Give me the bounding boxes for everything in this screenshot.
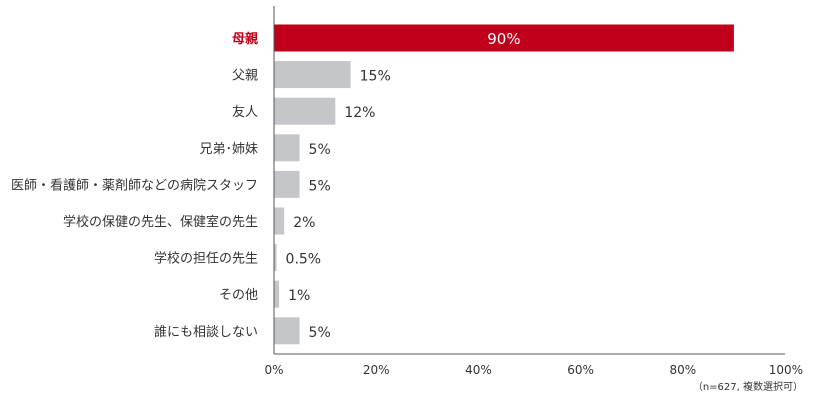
category-label-4: 医師・看護師・薬剤師などの病院スタッフ (11, 177, 258, 193)
bar-1 (274, 61, 351, 89)
category-label-7: その他 (219, 288, 258, 303)
x-tick-label-0: 0% (264, 363, 283, 377)
x-tick-label-2: 40% (465, 363, 492, 377)
bar-5 (274, 207, 285, 235)
category-label-3: 兄弟･姉妹 (199, 142, 258, 157)
x-tick-label-1: 20% (363, 363, 390, 377)
category-label-8: 誰にも相談しない (154, 324, 258, 340)
bar-0 (274, 24, 734, 52)
category-label-0: 母親 (232, 31, 258, 47)
bar-7 (274, 280, 280, 308)
category-label-1: 父親 (232, 69, 258, 84)
value-label-5: 2% (293, 215, 315, 231)
category-label-2: 友人 (232, 104, 258, 120)
value-label-6: 0.5% (286, 252, 322, 268)
value-label-2: 12% (344, 105, 375, 121)
x-tick-label-3: 60% (567, 363, 594, 377)
x-tick-label-5: 100% (769, 363, 803, 377)
category-label-5: 学校の保健の先生、保健室の先生 (63, 214, 258, 230)
x-tick-labels-group: 0% 20% 40% 60% 80% 100% (264, 363, 803, 377)
bar-3 (274, 134, 300, 162)
bars-group (274, 24, 734, 345)
sample-note: （n=627, 複数選択可） (693, 380, 803, 393)
value-labels-group: 90% 15% 12% 5% 5% 2% 0.5% 1% 5% (286, 30, 521, 341)
value-label-8: 5% (309, 325, 331, 341)
bar-8 (274, 317, 300, 345)
x-tick-label-4: 80% (669, 363, 696, 377)
value-label-4: 5% (309, 178, 331, 194)
category-labels-group: 母親父親友人兄弟･姉妹医師・看護師・薬剤師などの病院スタッフ学校の保健の先生、保… (11, 31, 258, 340)
value-label-3: 5% (309, 142, 331, 158)
bar-6 (274, 244, 277, 272)
bar-4 (274, 170, 300, 198)
value-label-7: 1% (288, 288, 310, 304)
value-label-0: 90% (487, 30, 520, 48)
category-label-6: 学校の担任の先生 (154, 251, 258, 267)
bar-2 (274, 97, 336, 125)
value-label-1: 15% (360, 69, 391, 85)
